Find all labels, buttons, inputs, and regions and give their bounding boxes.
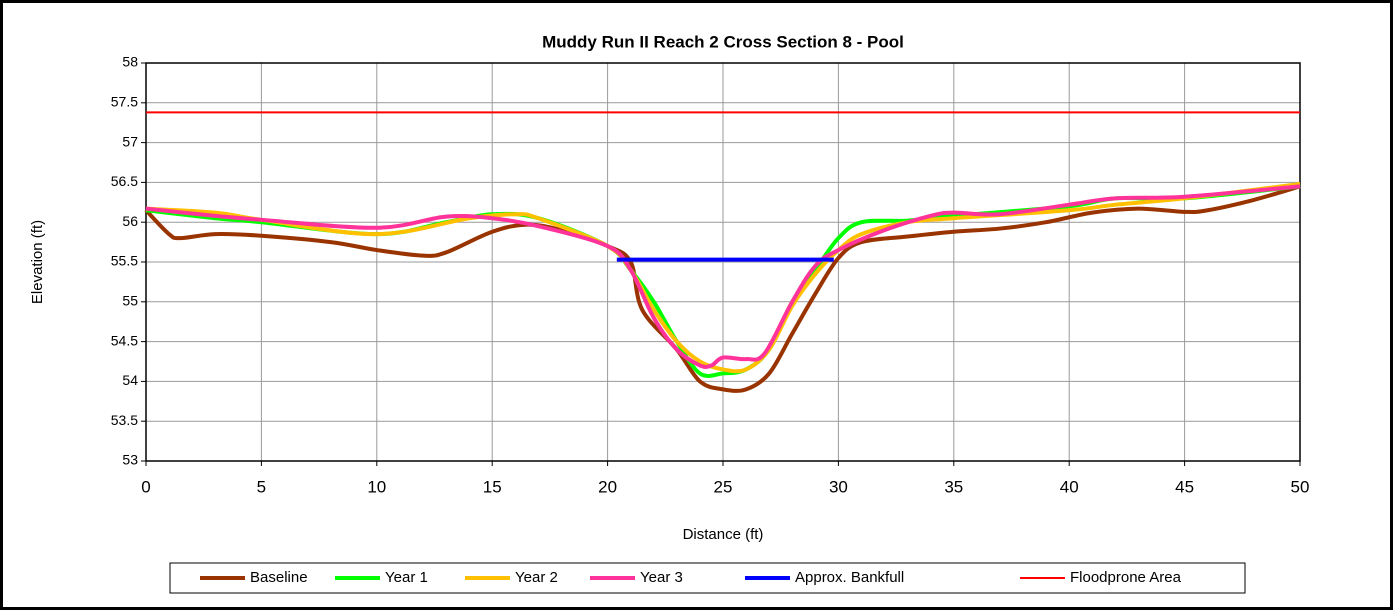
x-tick-label: 20 [598,477,617,496]
y-tick-label: 55.5 [111,253,138,269]
x-tick-label: 0 [141,477,150,496]
y-tick-label: 57.5 [111,94,138,110]
legend-label: Approx. Bankfull [795,569,904,586]
legend-label: Year 2 [515,569,558,586]
legend-label: Year 1 [385,569,428,586]
series-line [144,184,1301,393]
y-tick-label: 53 [122,452,138,468]
y-tick-label: 53.5 [111,412,138,428]
chart-title: Muddy Run II Reach 2 Cross Section 8 - P… [542,32,904,51]
y-tick-label: 55 [122,293,138,309]
x-tick-label: 25 [714,477,733,496]
x-tick-label: 40 [1060,477,1079,496]
series-line [145,184,1301,369]
x-tick-label: 50 [1291,477,1310,496]
x-tick-label: 10 [367,477,386,496]
x-axis-label: Distance (ft) [683,526,764,543]
y-axis-label: Elevation (ft) [29,220,46,304]
x-tick-label: 5 [257,477,266,496]
legend-label: Baseline [250,569,308,586]
y-tick-label: 56.5 [111,173,138,189]
legend-label: Year 3 [640,569,683,586]
y-tick-label: 56 [122,213,138,229]
y-tick-label: 57 [122,133,138,149]
y-tick-label: 58 [122,54,138,70]
plot-area [145,62,1301,462]
y-tick-label: 54.5 [111,332,138,348]
y-tick-label: 54 [122,372,138,388]
x-tick-label: 35 [944,477,963,496]
x-tick-label: 30 [829,477,848,496]
legend-label: Floodprone Area [1070,569,1182,586]
x-tick-label: 45 [1175,477,1194,496]
x-tick-label: 15 [483,477,502,496]
